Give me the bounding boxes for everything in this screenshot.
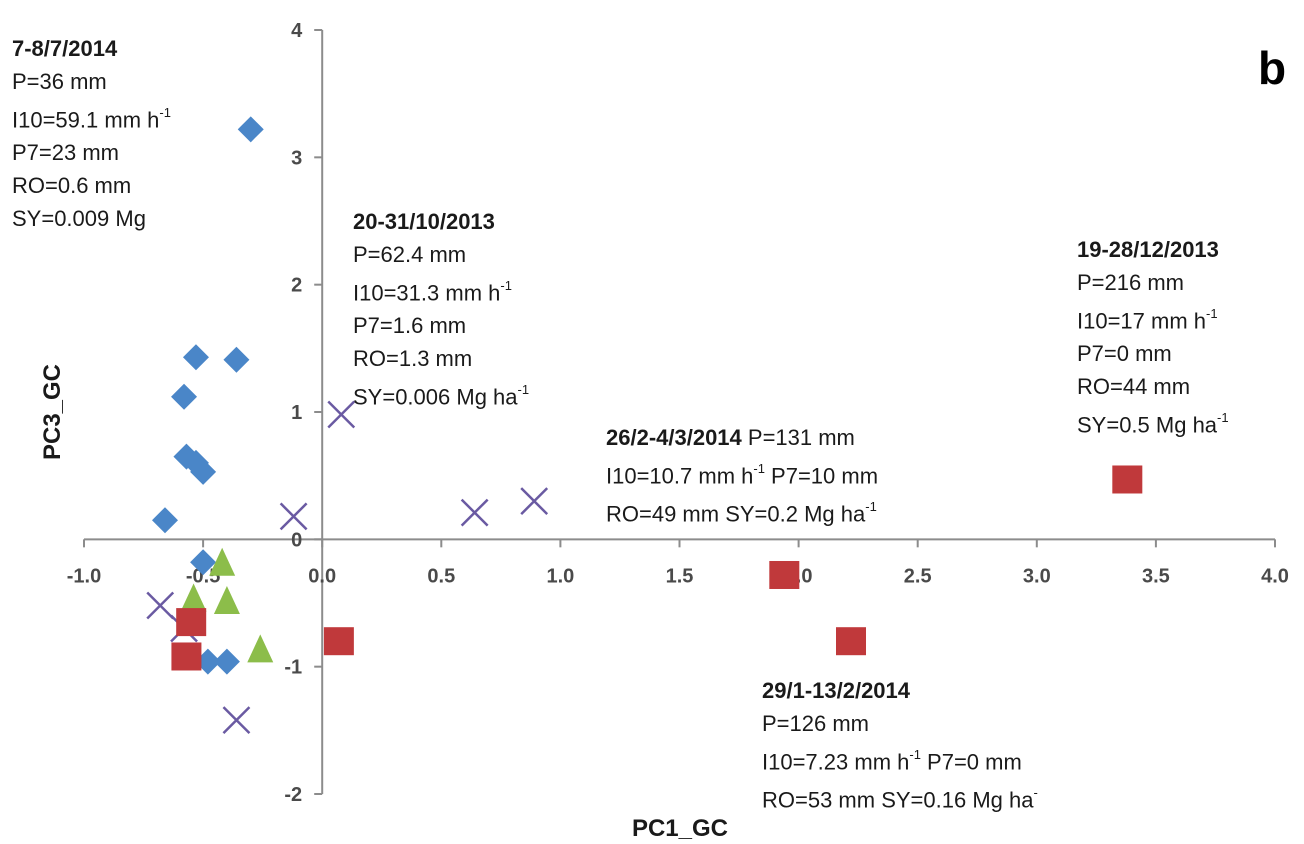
annotation-line: SY=0.006 Mg ha-1 [353, 382, 530, 410]
y-tick-label: 3 [291, 147, 302, 169]
annotation-line: SY=0.009 Mg [12, 206, 146, 232]
annotation-line: I10=31.3 mm h-1 [353, 278, 512, 306]
x-tick-label: 0.0 [308, 565, 336, 587]
data-point-diamond [237, 116, 264, 143]
data-point-triangle [180, 583, 207, 612]
annotation-line: RO=49 mm SY=0.2 Mg ha-1 [606, 499, 877, 527]
chart-marks [146, 116, 1143, 735]
annotation-line: P=62.4 mm [353, 242, 467, 267]
annotation-a1: 7-8/7/2014 P=36 mm I10=59.1 mm h-1 P7=23 mm… [12, 32, 171, 235]
data-point-square [836, 627, 867, 656]
annotation-heading: 26/2-4/3/2014 P=131 mm [606, 421, 878, 454]
annotation-date: 7-8/7/2014 [12, 36, 118, 61]
annotation-line: P=36 mm [12, 69, 107, 94]
data-point-x [460, 498, 489, 527]
data-point-diamond [182, 344, 209, 371]
annotation-text: P=131 mm [741, 425, 855, 450]
y-tick-label: 2 [291, 275, 302, 297]
annotation-line: RO=1.3 mm [353, 346, 473, 372]
annotation-heading: 19-28/12/2013 [1077, 233, 1229, 266]
annotation-line: I10=7.23 mm h-1 P7=0 mm [762, 747, 1022, 775]
annotation-date: 26/2-4/3/2014 [606, 425, 742, 450]
x-tick-label: 3.0 [1023, 565, 1051, 587]
y-tick-label: -2 [284, 784, 302, 806]
annotation-date: 20-31/10/2013 [353, 209, 495, 234]
annotation-a4: 26/2-4/3/2014 P=131 mm I10=10.7 mm h-1 P7… [606, 421, 878, 531]
annotation-heading: 29/1-13/2/2014 [762, 674, 1038, 707]
annotation-line: RO=0.6 mm [12, 173, 132, 199]
annotation-line: P=126 mm [762, 711, 869, 736]
data-point-x [222, 706, 251, 735]
data-point-square [769, 560, 800, 589]
data-point-square [1112, 465, 1143, 494]
data-point-square [176, 608, 207, 637]
annotation-line: P=216 mm [1077, 270, 1184, 295]
data-point-diamond [190, 458, 217, 485]
chart-axes: -1.0-0.50.00.51.01.52.02.53.03.54.0-2-10… [67, 20, 1289, 806]
y-tick-label: 0 [291, 529, 302, 551]
x-tick-label: -1.0 [67, 565, 101, 587]
x-tick-label: 1.5 [666, 565, 694, 587]
annotation-line: RO=53 mm SY=0.16 Mg ha- [762, 785, 1038, 813]
annotation-line: I10=17 mm h-1 [1077, 306, 1218, 334]
data-point-diamond [151, 507, 178, 534]
annotation-a3: 19-28/12/2013 P=216 mm I10=17 mm h-1 P7=0 m… [1077, 233, 1229, 442]
x-tick-label: 0.5 [427, 565, 455, 587]
annotation-heading: 7-8/7/2014 [12, 32, 171, 65]
y-tick-label: -1 [284, 657, 302, 679]
panel-label: b [1258, 42, 1286, 94]
x-tick-label: 4.0 [1261, 565, 1289, 587]
annotation-a5: 29/1-13/2/2014 P=126 mm I10=7.23 mm h-1 P7… [762, 674, 1038, 817]
annotation-date: 19-28/12/2013 [1077, 237, 1219, 262]
data-point-x [327, 400, 356, 429]
annotation-line: I10=10.7 mm h-1 P7=10 mm [606, 461, 879, 489]
data-point-square [323, 627, 354, 656]
data-point-x [279, 502, 308, 531]
annotation-a2: 20-31/10/2013 P=62.4 mm I10=31.3 mm h-1 P7=… [353, 205, 529, 414]
data-point-triangle [213, 586, 240, 614]
x-axis-title: PC1_GC [632, 815, 728, 842]
x-tick-label: 3.5 [1142, 565, 1170, 587]
data-point-diamond [223, 346, 250, 373]
annotation-line: RO=44 mm [1077, 374, 1191, 400]
annotation-line: P7=23 mm [12, 140, 119, 166]
x-tick-label: 1.0 [546, 565, 574, 587]
data-point-x [146, 591, 175, 620]
data-point-diamond [190, 549, 217, 576]
data-point-square [171, 642, 202, 671]
data-point-triangle [209, 547, 236, 576]
x-tick-label: 2.5 [904, 565, 932, 587]
annotation-line: I10=59.1 mm h-1 [12, 105, 171, 133]
annotation-line: SY=0.5 Mg ha-1 [1077, 410, 1229, 438]
data-point-x [520, 487, 549, 516]
data-point-diamond [171, 383, 198, 410]
data-point-diamond [213, 648, 240, 675]
annotation-line: P7=0 mm [1077, 341, 1172, 367]
annotation-date: 29/1-13/2/2014 [762, 678, 911, 703]
y-axis-title: PC3_GC [39, 364, 66, 460]
y-tick-label: 1 [291, 402, 302, 424]
annotation-heading: 20-31/10/2013 [353, 205, 529, 238]
annotation-line: P7=1.6 mm [353, 313, 467, 339]
data-point-triangle [247, 634, 274, 663]
y-tick-label: 4 [291, 20, 303, 42]
